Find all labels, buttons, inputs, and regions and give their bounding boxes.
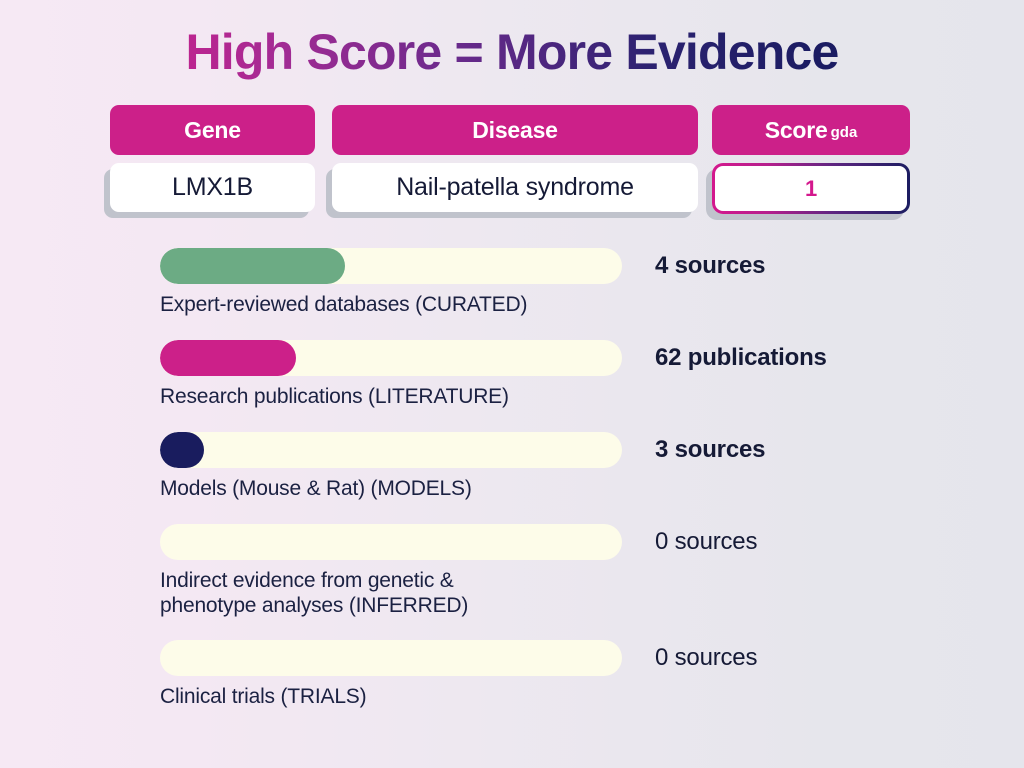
evidence-bar-line: 62 publications [0, 340, 1024, 378]
evidence-bar-line: 0 sources [0, 524, 1024, 562]
evidence-bar-fill [160, 340, 297, 376]
evidence-bar-fill [160, 432, 204, 468]
column-header-disease: Disease [332, 105, 698, 155]
evidence-category-label: Expert-reviewed databases (CURATED) [160, 293, 528, 316]
evidence-bar-fill [160, 248, 345, 284]
evidence-bar-line: 0 sources [0, 640, 1024, 678]
evidence-category-label: Clinical trials (TRIALS) [160, 685, 367, 708]
evidence-row: 4 sources Expert-reviewed databases (CURA… [0, 248, 1024, 316]
evidence-bar-line: 4 sources [0, 248, 1024, 286]
evidence-row: 0 sources Clinical trials (TRIALS) [0, 640, 1024, 708]
evidence-bar-track [160, 340, 622, 376]
evidence-row: 0 sources Indirect evidence from genetic … [0, 524, 1024, 617]
evidence-value-label: 0 sources [655, 528, 758, 555]
evidence-bar-track [160, 248, 622, 284]
evidence-category-label: Research publications (LITERATURE) [160, 385, 509, 408]
evidence-bar-line: 3 sources [0, 432, 1024, 470]
column-header-gene: Gene [110, 105, 315, 155]
evidence-bar-track [160, 524, 622, 560]
evidence-value-label: 62 publications [655, 344, 827, 371]
evidence-value-label: 4 sources [655, 252, 766, 279]
evidence-table-values: LMX1B Nail-patella syndrome 1 [110, 163, 910, 217]
column-header-score-subscript: gda [830, 123, 858, 141]
evidence-value-label: 0 sources [655, 644, 758, 671]
column-header-score-text: Score [764, 116, 828, 143]
evidence-table-header: Gene Disease Score gda [110, 105, 910, 157]
value-score: 1 [715, 166, 907, 211]
evidence-category-label: Models (Mouse & Rat) (MODELS) [160, 477, 472, 500]
evidence-category-label: Indirect evidence from genetic & phenoty… [160, 569, 469, 617]
column-header-score: Score gda [712, 105, 910, 155]
evidence-row: 62 publications Research publications (LI… [0, 340, 1024, 408]
page-title: High Score = More Evidence [0, 19, 1024, 85]
evidence-row: 3 sources Models (Mouse & Rat) (MODELS) [0, 432, 1024, 500]
evidence-bar-track [160, 432, 622, 468]
value-disease: Nail-patella syndrome [332, 163, 698, 212]
value-gene: LMX1B [110, 163, 315, 212]
evidence-bar-track [160, 640, 622, 676]
evidence-value-label: 3 sources [655, 436, 766, 463]
value-score-container: 1 [712, 163, 910, 214]
